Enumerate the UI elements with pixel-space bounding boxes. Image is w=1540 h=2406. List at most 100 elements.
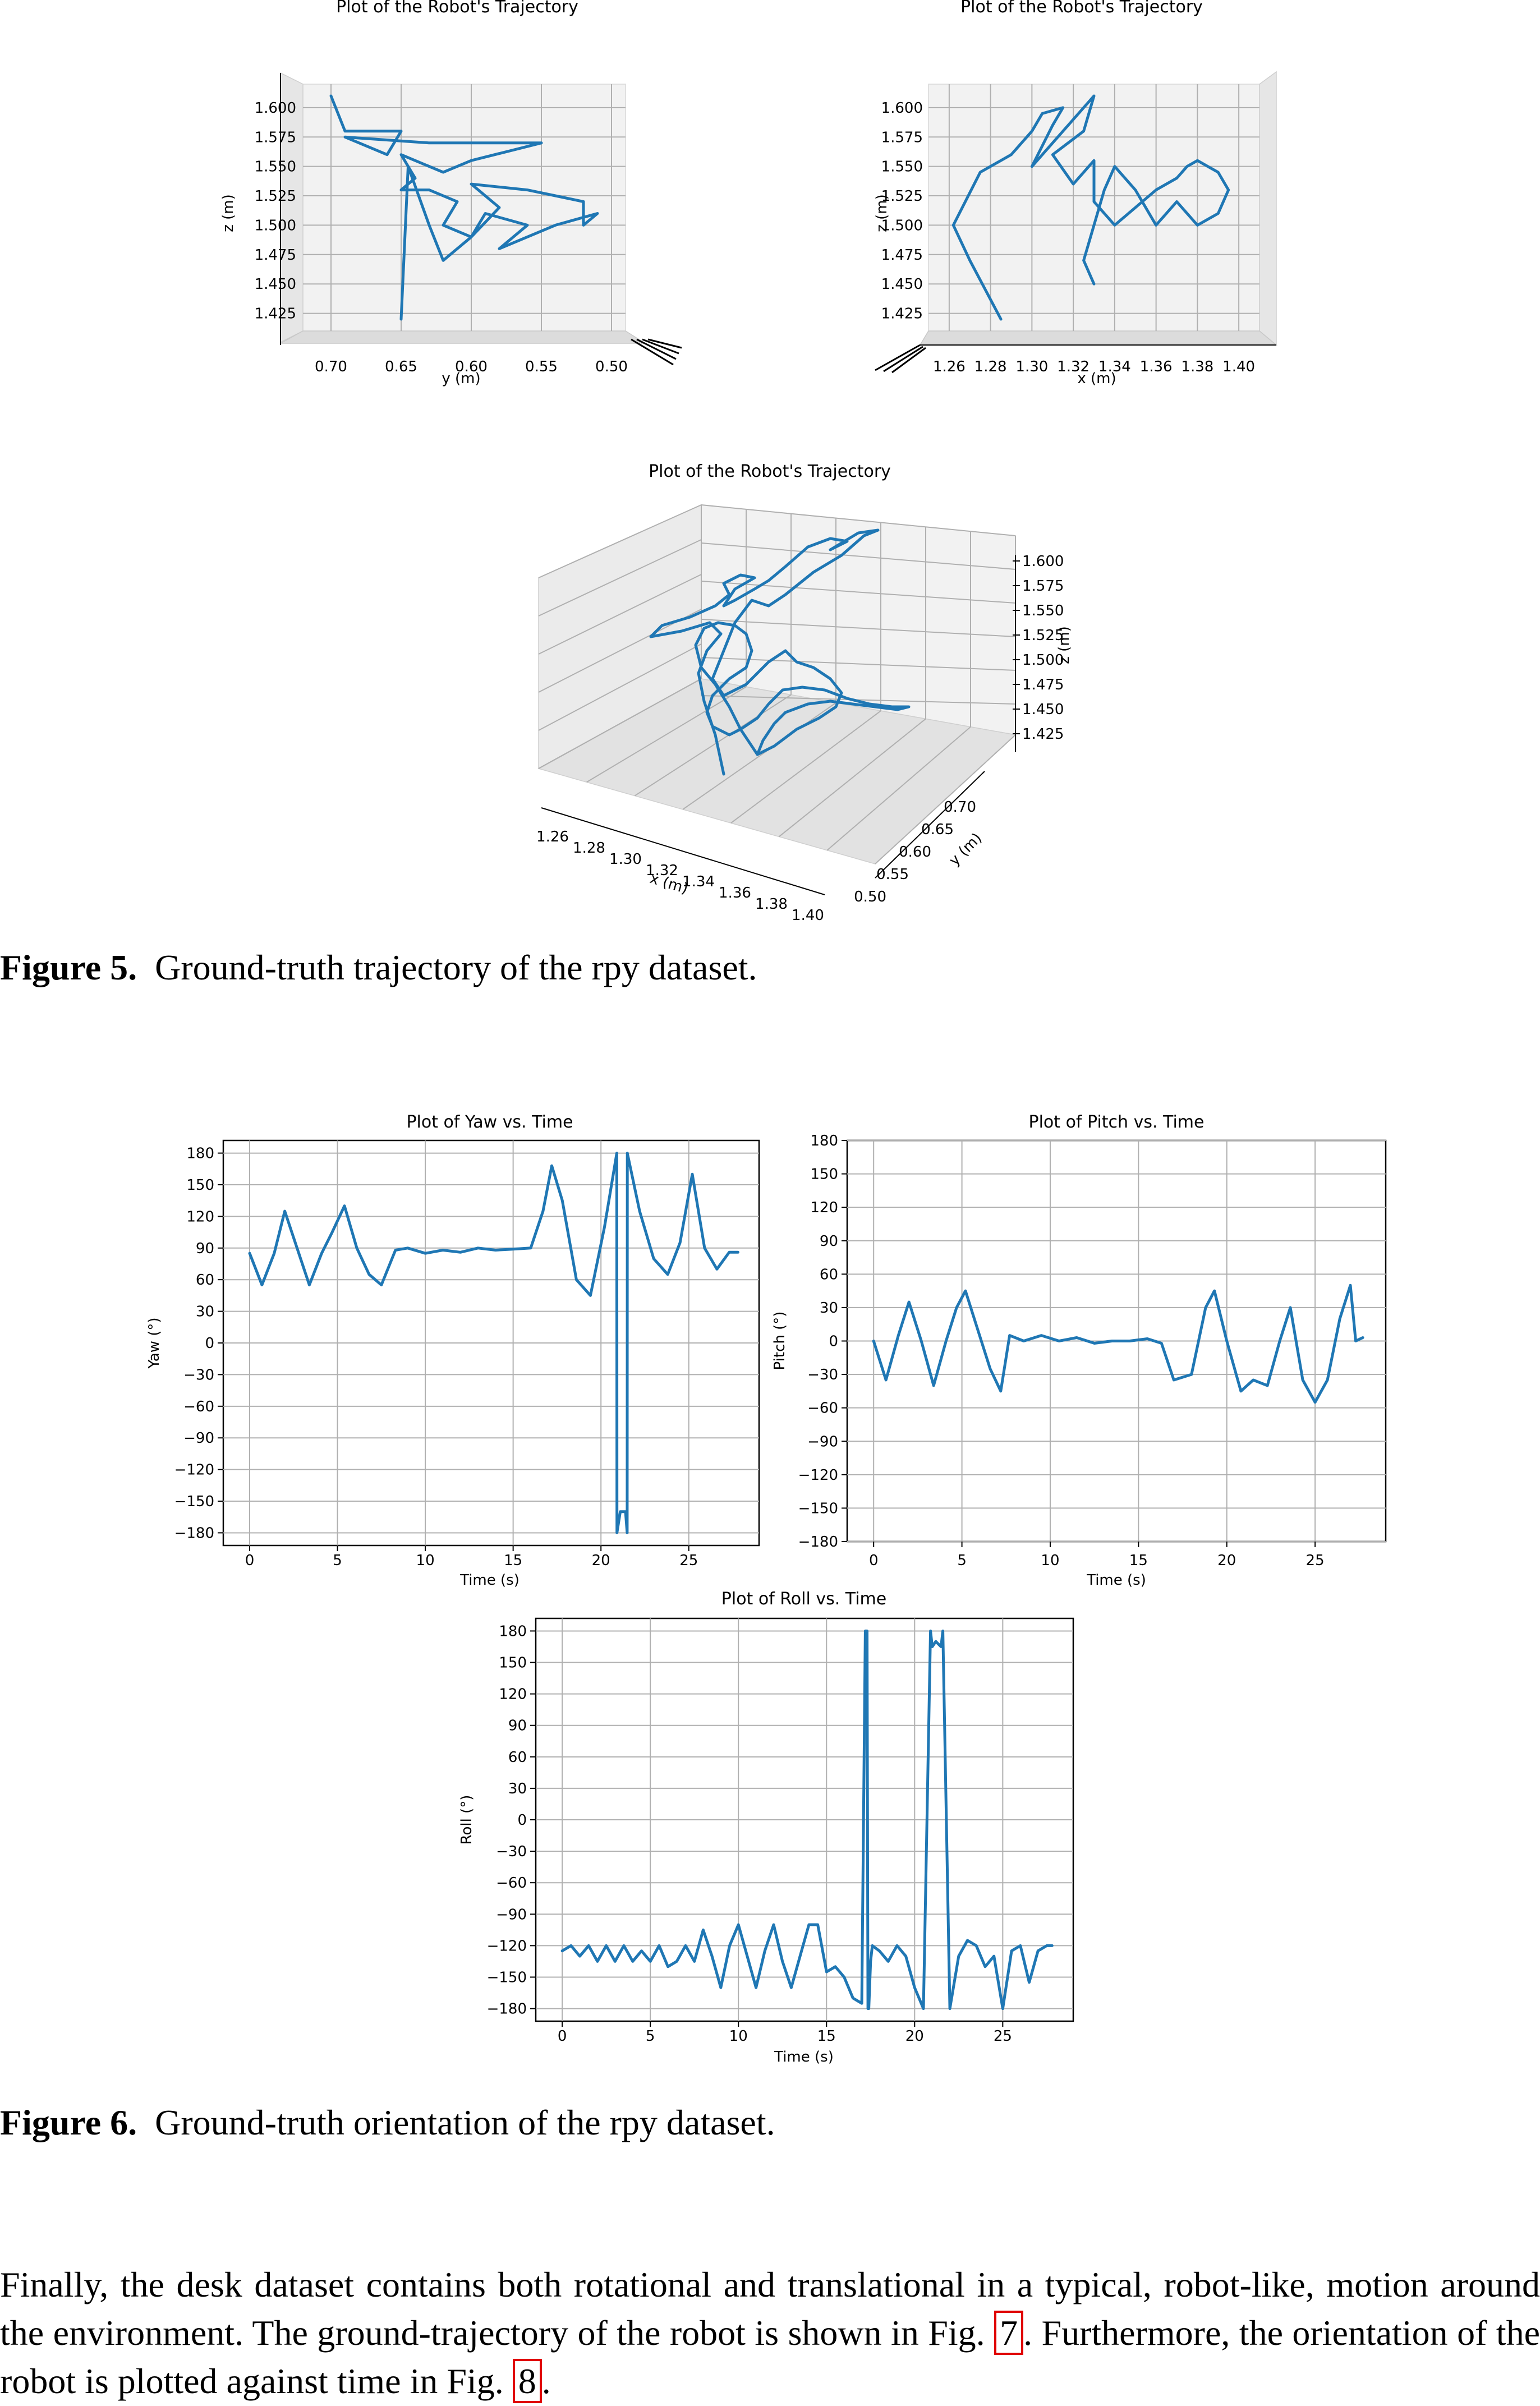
- trajectory-3d-gridline: [875, 734, 1016, 864]
- yaw-xtick-label: 5: [333, 1552, 342, 1569]
- trajectory-3d-ytick-label: 0.65: [921, 821, 954, 838]
- yaw-ytick-label: −60: [183, 1398, 214, 1415]
- trajectory-3d-ztick-label: 1.450: [1022, 701, 1064, 718]
- trajectory-xz-pane: [928, 84, 1260, 343]
- roll-ytick-label: −90: [496, 1906, 527, 1923]
- trajectory-yz-title: Plot of the Robot's Trajectory: [336, 0, 578, 17]
- trajectory-3d-gridline: [701, 581, 1016, 604]
- roll-ytick-label: 150: [499, 1655, 527, 1672]
- pitch-ytick-label: −150: [798, 1500, 838, 1517]
- trajectory-3d-gridline: [682, 702, 836, 810]
- yaw-title: Plot of Yaw vs. Time: [406, 1112, 573, 1132]
- t1-ytick-label: 1.500: [255, 217, 296, 234]
- yaw-ytick-label: −120: [174, 1462, 214, 1479]
- trajectory-3d-title: Plot of the Robot's Trajectory: [649, 462, 891, 481]
- t1-ytick-label: 1.475: [255, 247, 296, 264]
- pitch-ytick-label: 180: [810, 1133, 838, 1149]
- t1-xtick-label: 0.70: [315, 358, 347, 375]
- trajectory-3d-gridline: [538, 539, 702, 617]
- roll-xtick-label: 20: [905, 2028, 924, 2045]
- trajectory-3d-ztick-label: 1.425: [1022, 726, 1064, 743]
- roll-ytick-label: 60: [508, 1749, 527, 1766]
- pitch-ylabel: Pitch (°): [771, 1312, 788, 1370]
- pitch-ytick-label: −30: [807, 1367, 838, 1383]
- yaw-ylabel: Yaw (°): [146, 1317, 163, 1369]
- roll-ytick-label: −30: [496, 1843, 527, 1860]
- t1-ytick-label: 1.550: [255, 159, 296, 176]
- figure5-text: Ground-truth trajectory of the rpy datas…: [155, 947, 757, 987]
- t2-xtick-label: 1.36: [1140, 358, 1173, 375]
- roll-ytick-label: −180: [487, 2001, 527, 2018]
- trajectory-xz-title: Plot of the Robot's Trajectory: [960, 0, 1203, 17]
- roll-xlabel: Time (s): [774, 2049, 834, 2065]
- pitch-xlabel: Time (s): [1086, 1572, 1146, 1589]
- trajectory-xz-ylabel: z (m): [874, 194, 890, 232]
- figure6-text: Ground-truth orientation of the rpy data…: [155, 2103, 775, 2142]
- trajectory-3d-xtick-label: 1.30: [609, 851, 642, 868]
- pitch-ytick-label: −120: [798, 1467, 838, 1484]
- figure-7-link[interactable]: 7: [994, 2311, 1024, 2355]
- pitch-ytick-label: 150: [810, 1166, 838, 1183]
- yaw-plot: Plot of Yaw vs. Time 0 5 10 15 20 25 180 150 120…: [146, 1112, 760, 1589]
- yaw-ytick-label: 120: [186, 1208, 214, 1225]
- yaw-xtick-label: 10: [416, 1552, 435, 1569]
- roll-plot: Plot of Roll vs. Time 0 5 10 15 20 25 180 150 12…: [458, 1589, 1074, 2065]
- trajectory-3d-x-axis: [541, 807, 825, 895]
- trajectory-3d-zlabel: z (m): [1056, 626, 1073, 664]
- trajectory-3d-xtick-label: 1.32: [646, 862, 678, 879]
- trajectory-3d-ztick-label: 1.550: [1022, 602, 1064, 619]
- pitch-ytick-label: 120: [810, 1199, 838, 1216]
- pitch-ytick-label: 0: [829, 1333, 838, 1350]
- trajectory-3d-ytick-label: 0.70: [944, 799, 976, 816]
- roll-ytick-label: 0: [517, 1812, 527, 1829]
- t2-xtick-label: 1.34: [1098, 358, 1131, 375]
- trajectory-3d-gridline: [701, 657, 1016, 671]
- trajectory-3d-gridline: [701, 542, 1016, 570]
- trajectory-xz-depth-ticks: [875, 344, 926, 374]
- trajectory-3d-gridline: [701, 504, 1016, 536]
- trajectory-yz-floor-pane: [280, 330, 647, 344]
- yaw-xtick-label: 25: [679, 1552, 698, 1569]
- roll-ytick-label: 30: [508, 1781, 527, 1797]
- trajectory-3d-gridline: [586, 686, 747, 783]
- figure-8-link[interactable]: 8: [512, 2359, 542, 2403]
- trajectory-yz-series: [329, 94, 599, 321]
- yaw-ytick-label: −150: [174, 1493, 214, 1510]
- trajectory-3d-xtick-label: 1.28: [573, 840, 605, 857]
- t1-ytick-label: 1.525: [255, 188, 296, 205]
- t1-ytick-label: 1.600: [255, 100, 296, 117]
- trajectory-3d-ytick-label: 0.55: [876, 866, 909, 883]
- trajectory-3d-ytick-label: 0.60: [899, 844, 931, 861]
- roll-xtick-label: 5: [646, 2028, 655, 2045]
- t1-ytick-label: 1.425: [255, 306, 296, 323]
- t2-xtick-label: 1.26: [933, 358, 966, 375]
- t2-ytick-label: 1.575: [881, 129, 923, 146]
- trajectory-yz-depth-ticks: [631, 338, 682, 366]
- trajectory-3d-gridline: [730, 710, 881, 824]
- pitch-ytick-label: −90: [807, 1433, 838, 1450]
- yaw-ytick-label: −180: [174, 1525, 214, 1542]
- trajectory-3d-xtick-label: 1.36: [719, 885, 751, 901]
- trajectory-xz-xlabel: x (m): [1077, 370, 1116, 387]
- t2-xtick-label: 1.30: [1015, 358, 1048, 375]
- yaw-ytick-label: 150: [186, 1177, 214, 1194]
- roll-ytick-label: −60: [496, 1875, 527, 1892]
- roll-ytick-label: 120: [499, 1686, 527, 1703]
- trajectory-3d-xtick-label: 1.26: [536, 829, 569, 845]
- yaw-ytick-label: −30: [183, 1367, 214, 1383]
- pitch-xtick-label: 15: [1129, 1552, 1148, 1569]
- trajectory-3d-ztick-label: 1.525: [1022, 627, 1064, 644]
- trajectory-plot-yz: Plot of the Robot's Trajectory 0.70 0.65 0…: [220, 0, 682, 387]
- t2-xtick-label: 1.32: [1057, 358, 1090, 375]
- roll-ylabel: Roll (°): [458, 1795, 475, 1845]
- t1-xtick-label: 0.60: [455, 358, 488, 375]
- trajectory-xz-floor-pane: [919, 330, 1278, 346]
- roll-xtick-label: 15: [817, 2028, 836, 2045]
- trajectory-3d-xtick-label: 1.40: [792, 907, 824, 924]
- trajectory-3d-ytick-label: 0.50: [854, 889, 886, 905]
- yaw-series: [248, 1152, 739, 1534]
- pitch-plot: Plot of Pitch vs. Time 0 5 10 15 20 25 180 150 1…: [771, 1112, 1387, 1589]
- yaw-xlabel: Time (s): [459, 1572, 520, 1589]
- pitch-xtick-label: 25: [1306, 1552, 1325, 1569]
- yaw-ytick-label: 0: [205, 1335, 214, 1352]
